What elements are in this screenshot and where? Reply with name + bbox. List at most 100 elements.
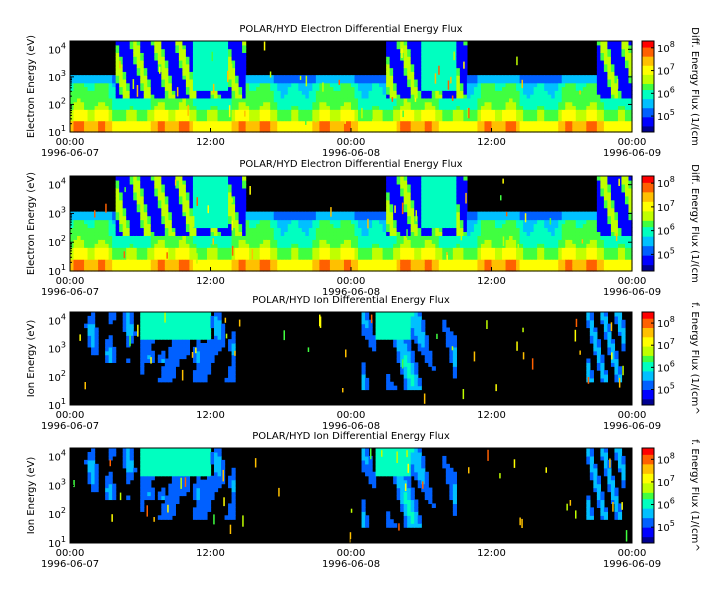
spectrogram-cell	[375, 223, 380, 229]
spectrogram-cell	[336, 90, 342, 95]
spectrogram-cell	[242, 120, 247, 126]
spectrogram-cell	[256, 263, 261, 268]
spectrogram-cell	[389, 259, 394, 264]
spectrogram-cell	[161, 116, 166, 122]
spectrogram-cell	[263, 239, 268, 244]
spectrogram-cell	[199, 231, 205, 236]
spectrogram-cell	[77, 128, 82, 133]
spectrogram-cell	[400, 56, 405, 61]
spectrogram-cell	[178, 71, 183, 76]
spectrogram-cell	[157, 199, 162, 205]
spectrogram-cell	[487, 75, 493, 80]
spectrogram-cell	[154, 120, 159, 126]
spectrogram-cell	[456, 59, 461, 65]
spectrogram-cell	[143, 263, 148, 268]
spectrogram-cell	[150, 120, 155, 126]
spectrogram-cell	[129, 267, 134, 272]
spectrogram-cell	[73, 124, 78, 129]
spectrogram-cell	[259, 251, 264, 256]
spectrogram-cell	[589, 94, 594, 99]
spectrogram-cell	[400, 235, 405, 240]
spectrogram-cell	[473, 75, 479, 80]
spectrogram-cell	[235, 203, 240, 209]
spectrogram-cell	[196, 116, 201, 122]
spectrogram-cell	[266, 128, 271, 133]
spectrogram-cell	[361, 223, 366, 229]
spectrogram-cell	[171, 203, 176, 209]
spectrogram-cell	[505, 116, 510, 122]
spectrogram-cell	[368, 211, 373, 217]
spectrogram-cell	[157, 235, 162, 240]
spectrogram-cell	[452, 48, 457, 53]
spectrogram-cell	[140, 219, 145, 225]
colorbar-segment	[642, 77, 654, 81]
spectrogram-cell	[175, 183, 180, 189]
spectrogram-cell	[298, 94, 303, 99]
spectrogram-cell	[256, 255, 261, 260]
spectrogram-cell	[122, 86, 127, 91]
spectrogram-cell	[519, 116, 524, 122]
spectrogram-cell	[298, 235, 303, 240]
spectrogram-cell	[122, 203, 127, 209]
spectrogram-cell	[551, 105, 556, 110]
spectrogram-cell	[438, 86, 443, 91]
spectrogram-cell	[442, 128, 447, 133]
spectrogram-cell	[136, 63, 141, 69]
spectrogram-cell	[126, 255, 131, 260]
spectrogram-cell	[382, 211, 387, 217]
spectrogram-cell	[143, 71, 148, 76]
spectrogram-cell	[449, 101, 454, 107]
spectrogram-cell	[284, 75, 289, 80]
spectrogram-cell	[210, 124, 215, 129]
spectrogram-cell	[242, 97, 247, 103]
spectrogram-cell	[610, 124, 616, 129]
spectrogram-cell	[192, 255, 198, 260]
spectrogram-cell	[389, 41, 394, 46]
spectrogram-cell	[375, 255, 380, 260]
spectrogram-cell	[203, 41, 208, 46]
spectrogram-cell	[126, 247, 131, 252]
spectrogram-cell	[119, 124, 124, 129]
spectrogram-cell	[329, 94, 335, 99]
spectrogram-cell	[523, 105, 528, 110]
spectrogram-cell	[389, 67, 394, 72]
spectrogram-cell	[424, 120, 429, 126]
spectrogram-cell	[509, 101, 514, 107]
spectrogram-cell	[495, 113, 500, 118]
spectrogram-cell	[347, 86, 352, 91]
spectrogram-cell	[572, 113, 577, 118]
spectrogram-cell	[358, 263, 363, 268]
spectrogram-cell	[185, 94, 191, 99]
spectrogram-cell	[628, 44, 633, 50]
colorbar-segment	[642, 113, 654, 118]
spectrogram-cell	[168, 267, 173, 272]
spectrogram-cell	[301, 227, 306, 233]
spectrogram-cell	[228, 263, 233, 268]
spectrogram-cell	[214, 71, 219, 76]
spectrogram-cell	[224, 227, 229, 233]
spectrogram-cell	[375, 263, 380, 268]
spectrogram-cell	[252, 211, 257, 217]
spectrogram-cell	[154, 78, 159, 84]
spectrogram-cell	[119, 120, 124, 126]
spectrogram-cell	[101, 243, 106, 248]
spectrogram-cell	[242, 176, 247, 181]
spectrogram-cell	[421, 113, 426, 118]
spectrogram-cell	[582, 109, 587, 114]
spectrogram-cell	[199, 63, 205, 69]
spectrogram-cell	[624, 63, 630, 69]
spectrogram-cell	[238, 94, 243, 99]
spectrogram-cell	[610, 82, 616, 88]
spectrogram-cell	[185, 176, 191, 181]
spectrogram-cell	[199, 255, 205, 260]
spectrogram-cell	[136, 105, 141, 110]
spectrogram-cell	[115, 243, 120, 248]
spectrogram-cell	[305, 105, 310, 110]
spectrogram-cell	[333, 219, 338, 225]
spectrogram-cell	[438, 52, 443, 57]
spectrogram-cell	[403, 239, 408, 244]
spectrogram-cell	[277, 267, 282, 272]
spectrogram-cell	[80, 235, 85, 240]
spectrogram-cell	[322, 109, 328, 114]
spectrogram-cell	[224, 207, 229, 213]
